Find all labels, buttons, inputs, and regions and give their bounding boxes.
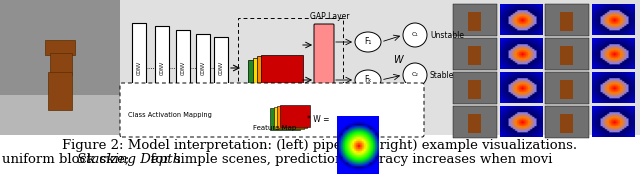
FancyBboxPatch shape: [257, 56, 299, 111]
Circle shape: [403, 63, 427, 87]
Ellipse shape: [355, 70, 381, 90]
Text: CONV: CONV: [136, 61, 141, 75]
FancyBboxPatch shape: [48, 72, 72, 110]
FancyBboxPatch shape: [132, 23, 146, 113]
FancyBboxPatch shape: [453, 106, 497, 138]
Text: * W =: * W =: [307, 115, 329, 123]
FancyBboxPatch shape: [0, 0, 120, 135]
FancyBboxPatch shape: [176, 30, 190, 106]
FancyBboxPatch shape: [50, 53, 72, 75]
Text: CONV: CONV: [180, 61, 186, 75]
FancyBboxPatch shape: [120, 83, 424, 137]
FancyBboxPatch shape: [453, 38, 497, 70]
FancyBboxPatch shape: [248, 60, 290, 115]
FancyBboxPatch shape: [314, 24, 334, 101]
FancyBboxPatch shape: [545, 106, 589, 138]
FancyBboxPatch shape: [274, 107, 304, 129]
FancyBboxPatch shape: [277, 106, 307, 128]
Text: CONV: CONV: [159, 61, 164, 75]
FancyBboxPatch shape: [545, 38, 589, 70]
FancyBboxPatch shape: [214, 37, 228, 99]
FancyBboxPatch shape: [561, 46, 573, 65]
Ellipse shape: [355, 32, 381, 52]
Text: Stacking Depth: Stacking Depth: [77, 153, 181, 165]
Text: Unstable: Unstable: [430, 31, 464, 39]
FancyBboxPatch shape: [468, 114, 481, 133]
FancyBboxPatch shape: [545, 72, 589, 104]
Circle shape: [403, 23, 427, 47]
FancyBboxPatch shape: [468, 12, 481, 31]
FancyBboxPatch shape: [545, 4, 589, 36]
Text: C₁: C₁: [412, 33, 419, 37]
Text: C₂: C₂: [412, 73, 419, 77]
Text: F₁: F₁: [364, 37, 372, 47]
FancyBboxPatch shape: [453, 72, 497, 104]
FancyBboxPatch shape: [196, 34, 210, 102]
FancyBboxPatch shape: [561, 80, 573, 99]
FancyBboxPatch shape: [280, 105, 310, 127]
Text: W: W: [393, 55, 403, 65]
Text: Figure 2: Model interpretation: (left) pipeline, (right) example visualizations.: Figure 2: Model interpretation: (left) p…: [63, 138, 577, 151]
Text: Fₖ: Fₖ: [364, 75, 372, 85]
FancyBboxPatch shape: [45, 40, 75, 55]
FancyBboxPatch shape: [155, 26, 169, 110]
FancyBboxPatch shape: [453, 4, 497, 36]
FancyBboxPatch shape: [468, 80, 481, 99]
FancyBboxPatch shape: [0, 0, 640, 135]
FancyBboxPatch shape: [253, 58, 295, 113]
Text: Stable: Stable: [430, 71, 454, 79]
Text: GAP Layer: GAP Layer: [310, 12, 349, 21]
FancyBboxPatch shape: [0, 95, 120, 135]
Text: uniform block size;: uniform block size;: [2, 153, 134, 165]
FancyBboxPatch shape: [561, 114, 573, 133]
Text: Feature Map: Feature Map: [253, 125, 296, 131]
FancyBboxPatch shape: [261, 55, 303, 110]
FancyBboxPatch shape: [270, 108, 300, 130]
Text: for simple scenes, prediction accuracy increases when movi: for simple scenes, prediction accuracy i…: [142, 153, 552, 165]
Text: Class Activation Mapping: Class Activation Mapping: [128, 112, 212, 118]
Text: CONV: CONV: [218, 61, 223, 75]
Text: CONV: CONV: [200, 61, 205, 75]
FancyBboxPatch shape: [468, 46, 481, 65]
FancyBboxPatch shape: [561, 12, 573, 31]
